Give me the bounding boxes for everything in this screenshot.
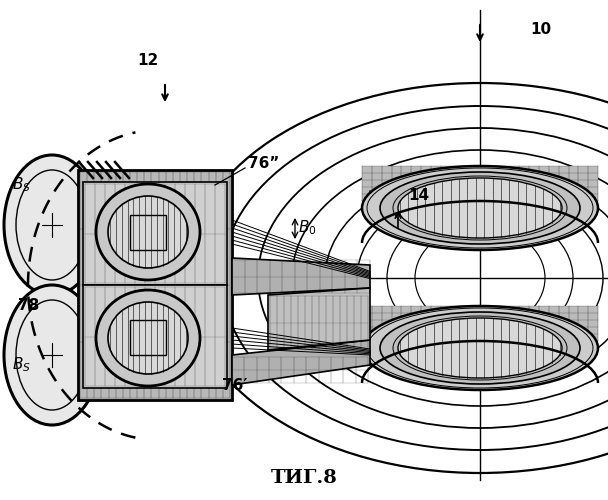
Ellipse shape [108,302,188,374]
Text: 14: 14 [408,188,429,202]
Ellipse shape [362,306,598,390]
Polygon shape [268,288,370,350]
Ellipse shape [380,312,580,384]
Polygon shape [232,258,370,295]
Ellipse shape [96,184,200,280]
Polygon shape [232,340,370,385]
Text: 76”: 76” [248,156,279,170]
Text: 12: 12 [137,53,159,68]
Ellipse shape [108,196,188,268]
Text: $B_S$: $B_S$ [12,176,31,195]
Ellipse shape [4,155,100,295]
Ellipse shape [362,166,598,250]
Text: 78: 78 [18,298,40,312]
Text: ΤИГ.8: ΤИГ.8 [271,469,337,487]
Ellipse shape [380,172,580,244]
Ellipse shape [96,290,200,386]
Polygon shape [362,166,598,201]
Ellipse shape [398,318,562,378]
Polygon shape [83,285,227,388]
Ellipse shape [4,285,100,425]
Polygon shape [83,182,227,285]
Text: 10: 10 [530,22,551,37]
Text: $B_0$: $B_0$ [298,218,317,238]
Polygon shape [362,306,598,341]
Polygon shape [78,170,232,400]
Text: $B_S$: $B_S$ [12,356,31,374]
Text: 76′: 76′ [222,378,247,392]
Ellipse shape [398,178,562,238]
